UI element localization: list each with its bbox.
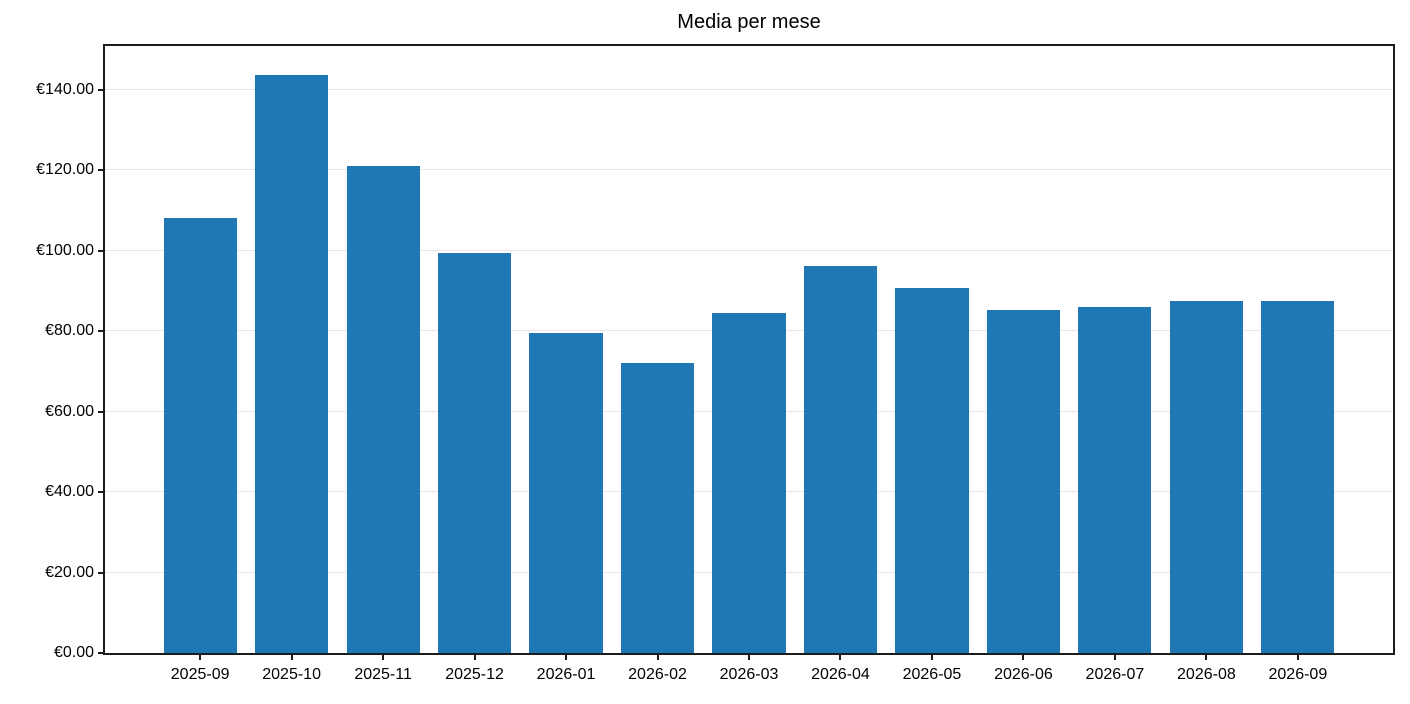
x-tick-mark [199,655,202,660]
bar-2026-03 [712,313,786,653]
bar-2026-07 [1078,307,1152,653]
x-tick-label-2026-08: 2026-08 [1177,666,1236,683]
y-tick-label: €20.00 [45,563,94,581]
x-tick-label-2026-09: 2026-09 [1268,666,1328,683]
y-tick-label: €80.00 [45,322,94,340]
y-tick-mark [98,88,103,91]
x-tick-label-2025-10: 2025-10 [262,666,321,683]
x-tick-mark [930,655,933,660]
bar-2025-12 [437,252,512,653]
x-tick-label-2026-05: 2026-05 [902,666,962,683]
x-tick-mark [1205,655,1208,660]
bar-2026-01 [529,333,603,653]
x-tick-mark [1296,655,1299,660]
y-tick-label: €0.00 [53,644,94,661]
x-tick-label-2026-01: 2026-01 [536,666,596,683]
y-axis-ticks: €0.00 €20.00 €40.00 €60.00 €80.00 €100.00 €120… [36,46,1393,661]
x-tick-label-2026-06: 2026-06 [994,666,1053,683]
x-tick-mark [1113,655,1116,660]
x-tick-label-2026-03: 2026-03 [719,666,779,683]
y-tick-mark [98,410,103,413]
y-tick-mark [98,652,103,654]
y-tick-label: €100.00 [36,241,94,259]
y-tick-label: €140.00 [36,80,94,98]
bar-2025-11 [346,166,420,653]
gridline [105,169,1393,171]
bar-2026-06 [986,309,1060,653]
y-tick-label: €40.00 [45,483,94,501]
bar-2026-08 [1169,301,1243,653]
y-tick-mark [98,249,103,252]
chart-title: Media per mese [677,11,821,33]
gridline [105,249,1393,251]
x-tick-mark [748,655,750,660]
x-axis-ticks: 2025-09 2025-10 2025-11 2025-12 2026-01 2026-… [105,46,1393,683]
bar-2026-05 [895,287,969,653]
y-tick-mark [98,571,103,574]
x-tick-mark [839,655,842,660]
x-tick-label-2025-09: 2025-09 [170,666,230,683]
bar-2025-10 [255,74,329,653]
x-tick-mark [565,655,568,660]
gridline [105,88,1393,90]
bar-2026-04 [803,266,878,653]
bars-layer [105,46,1393,653]
y-tick-mark [98,330,103,333]
x-tick-mark [290,655,293,660]
x-tick-mark [382,655,385,660]
x-tick-label-2026-02: 2026-02 [628,666,687,683]
x-tick-mark [473,655,476,660]
bar-2026-02 [620,363,695,653]
y-tick-label: €120.00 [36,161,94,179]
plot-area: €0.00 €20.00 €40.00 €60.00 €80.00 €100.00 €120… [36,44,1395,683]
y-tick-mark [98,169,103,172]
x-tick-label-2026-04: 2026-04 [811,666,870,683]
x-tick-label-2025-12: 2025-12 [445,666,504,683]
bar-2025-09 [163,217,237,653]
x-tick-mark [1022,655,1025,660]
y-tick-mark [98,491,103,494]
y-tick-label: €60.00 [45,402,94,420]
x-tick-mark [656,655,659,660]
x-tick-label-2025-11: 2025-11 [354,666,412,683]
bar-2026-09 [1261,301,1335,653]
x-tick-label-2026-07: 2026-07 [1085,666,1145,683]
